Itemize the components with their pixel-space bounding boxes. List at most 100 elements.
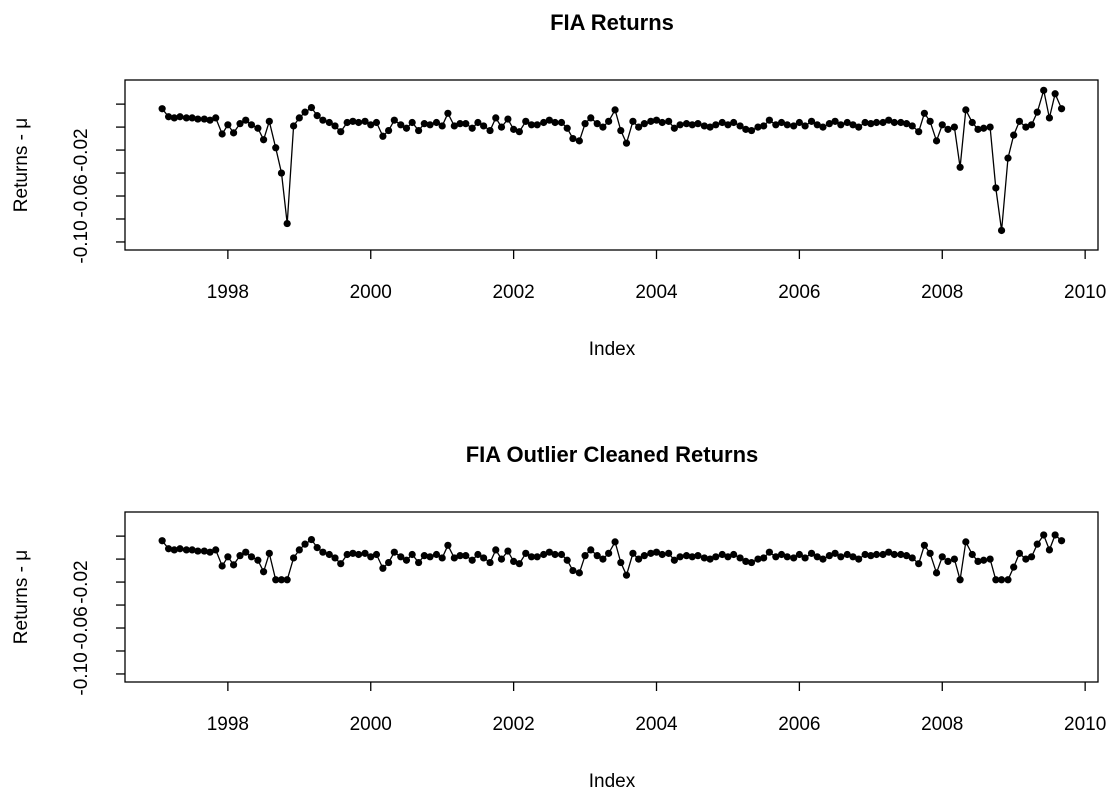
point [545,548,553,556]
point [587,114,595,122]
point [569,566,577,575]
point [622,571,631,579]
point [855,123,863,131]
point [569,134,577,143]
point [747,558,756,567]
point [849,553,857,561]
point [301,540,309,548]
point [504,547,512,555]
point [831,549,839,557]
point [355,118,363,127]
point [706,123,714,131]
point [992,576,1000,584]
point [492,546,500,554]
point [611,538,619,546]
point [277,576,286,584]
point [379,564,387,572]
point [557,118,566,127]
point [617,558,625,567]
point [605,117,613,125]
point [313,544,321,552]
point [295,546,303,554]
point [468,124,476,132]
y-tick-label: -0.10 [71,652,92,695]
point [1004,576,1012,584]
point [807,549,816,557]
point [1057,537,1066,545]
point [462,552,470,560]
point [438,122,446,130]
point [504,115,512,123]
point [510,557,518,565]
point [765,116,773,124]
point [289,122,298,130]
point [813,553,821,561]
x-tick-label: 2000 [350,282,392,303]
point [736,554,744,562]
y-tick-label: -0.10 [71,220,92,263]
point [772,553,780,561]
point [444,541,452,549]
point [337,128,345,136]
point [1022,555,1030,563]
point [325,118,333,127]
point [926,549,934,557]
point [861,118,869,127]
point [533,553,541,561]
y-tick-label: -0.06 [71,174,92,217]
point [194,547,202,555]
point [450,554,458,562]
point [843,118,851,127]
point [885,116,893,124]
point [218,130,226,138]
point [938,553,946,561]
point [980,124,988,132]
point [837,553,845,561]
point [188,546,196,554]
point [730,118,738,127]
x-tick-label: 2002 [492,282,534,303]
point [450,122,458,130]
x-tick-label: 2004 [635,282,678,303]
point [229,561,238,569]
x-axis-label: Index [589,771,636,792]
point [1027,121,1036,129]
point [236,120,244,128]
point [938,121,946,129]
point [551,118,559,127]
point [777,118,786,127]
point [1027,553,1036,561]
point [295,114,303,122]
point [1057,105,1066,113]
point [855,555,863,563]
point [385,558,393,567]
point [760,554,768,562]
point [587,546,595,554]
point [736,122,744,130]
point [426,121,434,129]
chart-title: FIA Returns [550,10,674,35]
point [670,124,678,132]
point [605,549,613,557]
point [307,103,316,112]
point [265,549,273,557]
x-tick-label: 2010 [1064,282,1106,303]
point [319,116,327,124]
point [956,576,964,584]
point [700,554,708,562]
point [652,548,661,556]
point [438,554,446,562]
point [783,553,791,561]
x-tick-label: 2010 [1064,714,1106,735]
point [426,553,434,561]
point [486,126,494,135]
point [510,125,518,133]
point [349,549,357,557]
point [629,117,637,125]
point [974,125,982,133]
point [879,118,887,127]
point [962,106,970,114]
point [772,121,780,129]
point [206,548,214,556]
